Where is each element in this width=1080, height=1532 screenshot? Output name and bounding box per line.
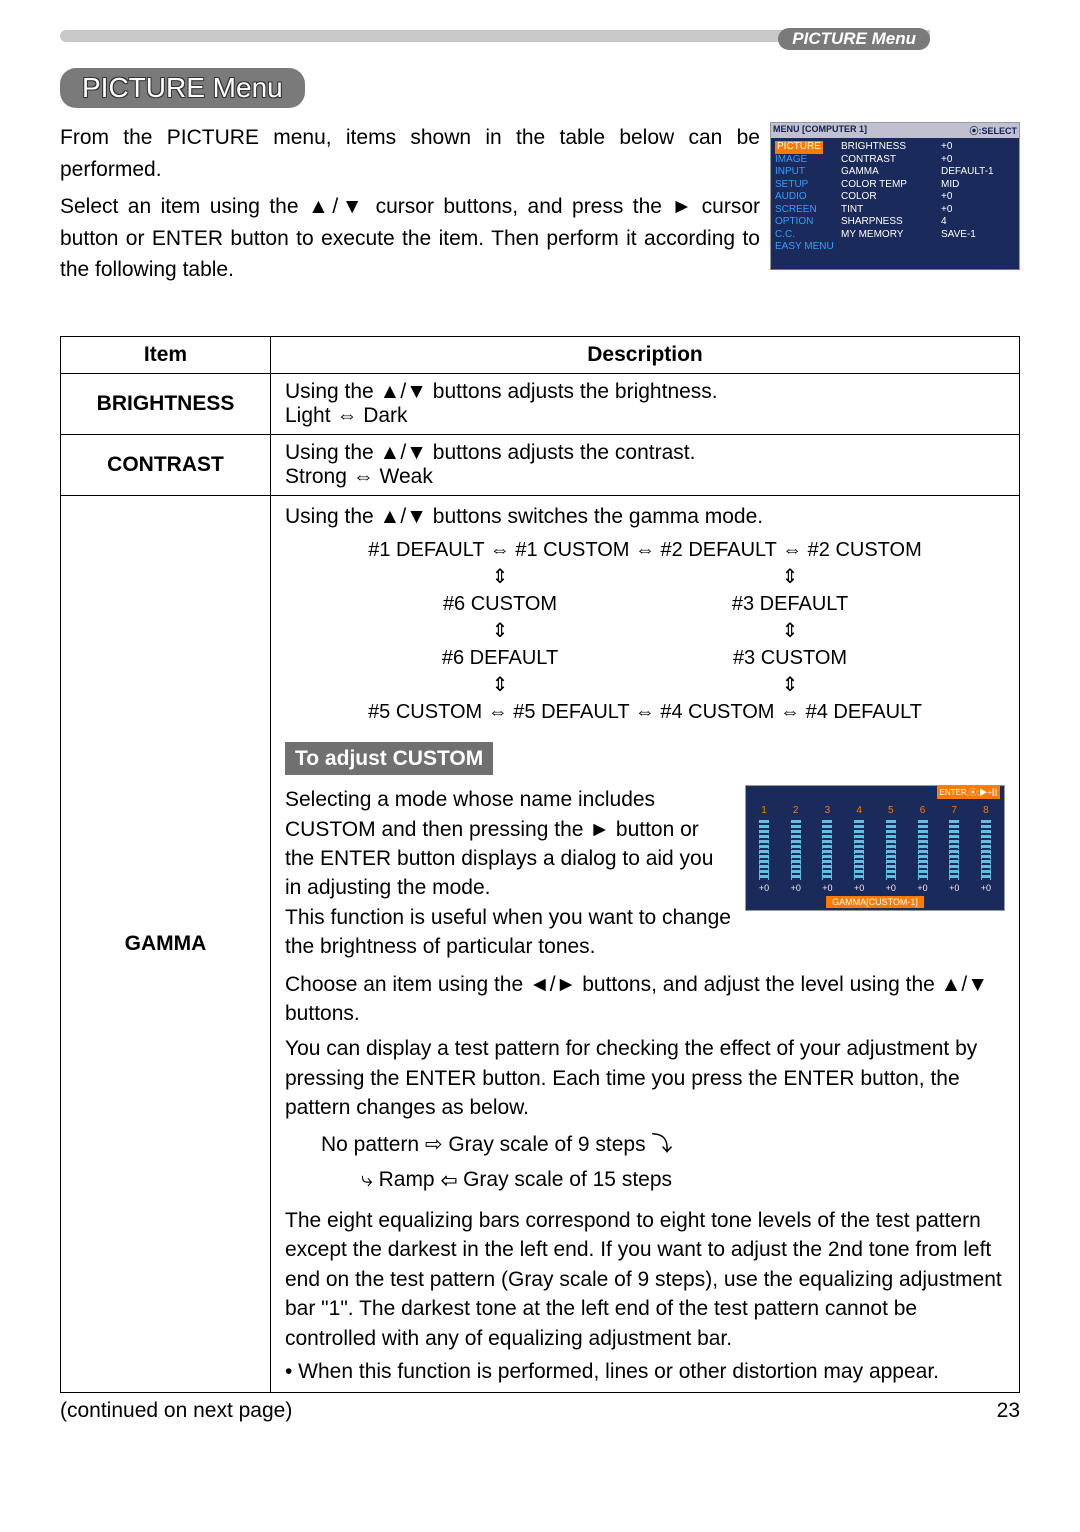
continued-note: (continued on next page) — [60, 1399, 292, 1423]
row-brightness-name: BRIGHTNESS — [61, 373, 271, 434]
row-contrast-name: CONTRAST — [61, 434, 271, 495]
row-gamma-name: GAMMA — [61, 495, 271, 1393]
col-head-desc: Description — [271, 336, 1020, 373]
osd-col-menus: PICTURE IMAGE INPUT SETUP AUDIO SCREEN O… — [771, 140, 837, 255]
osd-col-values: +0 +0 DEFAULT-1 MID +0 +0 4 SAVE-1 — [937, 140, 1007, 255]
page-footer: (continued on next page) 23 — [60, 1399, 1020, 1423]
osd-select-hint: ⦿:SELECT — [969, 124, 1017, 137]
page-number: 23 — [997, 1399, 1020, 1423]
intro-text: From the PICTURE menu, items shown in th… — [60, 122, 760, 286]
intro-paragraph-1: From the PICTURE menu, items shown in th… — [60, 122, 760, 185]
gamma-mode-chain: #1 DEFAULT ⇔ #1 CUSTOM ⇔ #2 DEFAULT ⇔ #2… — [285, 537, 1005, 726]
header-label: PICTURE Menu — [778, 28, 930, 50]
row-contrast-desc: Using the ▲/▼ buttons adjusts the contra… — [271, 434, 1020, 495]
equalizer-graphic: ENTER,⦿:▶+⫿⫿ 1+0 2+0 3+0 4+0 5+0 6+0 7+0… — [745, 785, 1005, 911]
eq-footer: GAMMA[CUSTOM-1] — [826, 896, 924, 909]
gamma-p6: • When this function is performed, lines… — [285, 1357, 1005, 1386]
pattern-cycle: No pattern ⇨ Gray scale of 9 steps ⤵ ⤷ R… — [321, 1127, 1005, 1198]
page-title: PICTURE Menu — [60, 68, 305, 108]
osd-title: MENU [COMPUTER 1] — [773, 124, 867, 137]
gamma-p4: You can display a test pattern for check… — [285, 1034, 1005, 1122]
page-header: PICTURE Menu — [60, 30, 930, 50]
osd-screenshot: MENU [COMPUTER 1] ⦿:SELECT PICTURE IMAGE… — [770, 122, 1020, 270]
gamma-subhead: To adjust CUSTOM — [285, 742, 493, 775]
eq-top-label: ENTER,⦿:▶+⫿⫿ — [937, 786, 1000, 799]
col-head-item: Item — [61, 336, 271, 373]
osd-col-items: BRIGHTNESS CONTRAST GAMMA COLOR TEMP COL… — [837, 140, 937, 255]
intro-paragraph-2: Select an item using the ▲/▼ cursor butt… — [60, 191, 760, 286]
row-brightness-desc: Using the ▲/▼ buttons adjusts the bright… — [271, 373, 1020, 434]
row-gamma-desc: Using the ▲/▼ buttons switches the gamma… — [271, 495, 1020, 1393]
gamma-custom-text: Selecting a mode whose name includes CUS… — [285, 785, 733, 961]
items-table: Item Description BRIGHTNESS Using the ▲/… — [60, 336, 1020, 1394]
gamma-p5: The eight equalizing bars correspond to … — [285, 1206, 1005, 1353]
gamma-p3: Choose an item using the ◄/► buttons, an… — [285, 970, 1005, 1029]
